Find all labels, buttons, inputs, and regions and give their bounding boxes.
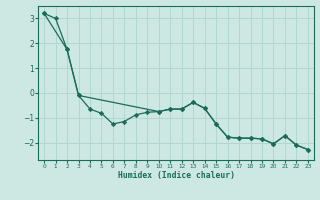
X-axis label: Humidex (Indice chaleur): Humidex (Indice chaleur) — [117, 171, 235, 180]
